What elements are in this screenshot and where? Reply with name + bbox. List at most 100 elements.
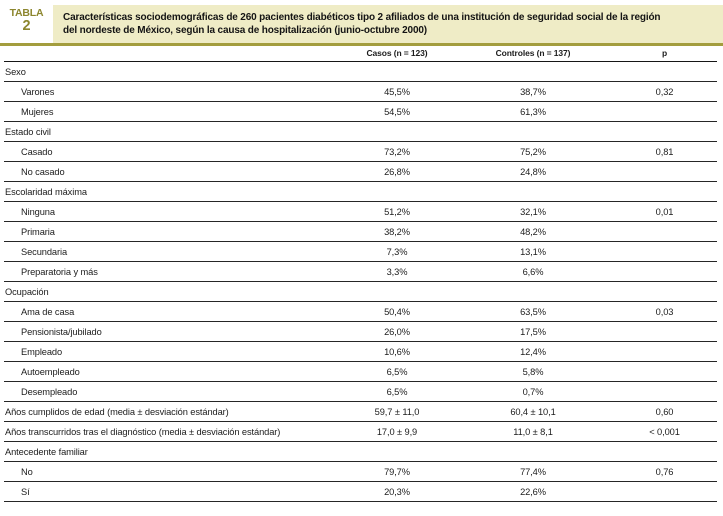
table-body: Sexo Varones 45,5% 38,7% 0,32 Mujeres 54… — [4, 61, 717, 502]
row-label: Pensionista/jubilado — [4, 321, 340, 342]
cell-controles: 17,5% — [454, 321, 612, 342]
table-row: Sexo — [4, 61, 717, 82]
cell-controles: 38,7% — [454, 81, 612, 102]
cell-p: 0,60 — [612, 401, 717, 422]
cell-p: 0,76 — [612, 461, 717, 482]
row-label: Desempleado — [4, 381, 340, 402]
table-row: Casado 73,2% 75,2% 0,81 — [4, 141, 717, 162]
cell-p: 0,03 — [612, 301, 717, 322]
cell-p — [612, 121, 717, 142]
cell-casos: 54,5% — [340, 101, 454, 122]
cell-controles: 63,5% — [454, 301, 612, 322]
cell-casos: 45,5% — [340, 81, 454, 102]
cell-controles: 0,7% — [454, 381, 612, 402]
table-title-line2: del nordeste de México, según la causa d… — [63, 25, 427, 36]
cell-casos — [340, 121, 454, 142]
row-label: Años transcurridos tras el diagnóstico (… — [4, 421, 340, 442]
table-row: Pensionista/jubilado 26,0% 17,5% — [4, 321, 717, 342]
row-label: Estado civil — [4, 121, 340, 142]
cell-p — [612, 321, 717, 342]
column-header-row: Casos (n = 123) Controles (n = 137) p — [4, 45, 717, 62]
cell-casos: 6,5% — [340, 361, 454, 382]
table-label-number: 2 — [22, 18, 31, 34]
table-label-word: TABLA — [9, 7, 44, 19]
row-label: Ama de casa — [4, 301, 340, 322]
cell-p: 0,81 — [612, 141, 717, 162]
table-row: Estado civil — [4, 121, 717, 142]
table-row: Autoempleado 6,5% 5,8% — [4, 361, 717, 382]
row-label: Secundaria — [4, 241, 340, 262]
cell-casos: 17,0 ± 9,9 — [340, 421, 454, 442]
row-label: Empleado — [4, 341, 340, 362]
cell-controles: 24,8% — [454, 161, 612, 182]
cell-casos: 20,3% — [340, 481, 454, 502]
cell-controles: 11,0 ± 8,1 — [454, 421, 612, 442]
cell-p — [612, 261, 717, 282]
cell-casos: 3,3% — [340, 261, 454, 282]
column-header-p: p — [612, 45, 717, 62]
cell-p: 0,01 — [612, 201, 717, 222]
cell-p — [612, 221, 717, 242]
table-row: Años transcurridos tras el diagnóstico (… — [4, 421, 717, 442]
cell-controles — [454, 281, 612, 302]
cell-p: 0,32 — [612, 81, 717, 102]
cell-p — [612, 361, 717, 382]
cell-p — [612, 61, 717, 82]
table-row: Varones 45,5% 38,7% 0,32 — [4, 81, 717, 102]
table-row: Empleado 10,6% 12,4% — [4, 341, 717, 362]
cell-controles: 48,2% — [454, 221, 612, 242]
table-row: No casado 26,8% 24,8% — [4, 161, 717, 182]
cell-controles: 77,4% — [454, 461, 612, 482]
cell-p — [612, 341, 717, 362]
cell-casos: 51,2% — [340, 201, 454, 222]
cell-casos: 50,4% — [340, 301, 454, 322]
cell-casos: 59,7 ± 11,0 — [340, 401, 454, 422]
cell-casos — [340, 281, 454, 302]
row-label: No — [4, 461, 340, 482]
cell-p — [612, 181, 717, 202]
cell-controles: 32,1% — [454, 201, 612, 222]
row-label: Preparatoria y más — [4, 261, 340, 282]
row-label: No casado — [4, 161, 340, 182]
cell-p — [612, 441, 717, 462]
table-row: Primaria 38,2% 48,2% — [4, 221, 717, 242]
cell-casos — [340, 181, 454, 202]
cell-controles: 75,2% — [454, 141, 612, 162]
cell-casos: 10,6% — [340, 341, 454, 362]
cell-p — [612, 161, 717, 182]
table-row: Mujeres 54,5% 61,3% — [4, 101, 717, 122]
row-label: Ocupación — [4, 281, 340, 302]
column-header-casos: Casos (n = 123) — [340, 45, 454, 62]
sociodemographic-table: Casos (n = 123) Controles (n = 137) p Se… — [4, 45, 717, 502]
cell-p — [612, 481, 717, 502]
cell-controles: 61,3% — [454, 101, 612, 122]
table-row: Secundaria 7,3% 13,1% — [4, 241, 717, 262]
column-header-empty — [4, 45, 340, 62]
cell-casos — [340, 61, 454, 82]
table-number-label: TABLA 2 — [0, 5, 53, 43]
row-label: Ninguna — [4, 201, 340, 222]
row-label: Mujeres — [4, 101, 340, 122]
cell-p — [612, 101, 717, 122]
table-row: No 79,7% 77,4% 0,76 — [4, 461, 717, 482]
row-label: Sexo — [4, 61, 340, 82]
table-row: Sí 20,3% 22,6% — [4, 481, 717, 502]
table-row: Ninguna 51,2% 32,1% 0,01 — [4, 201, 717, 222]
cell-casos: 7,3% — [340, 241, 454, 262]
table-title-banner: Características sociodemográficas de 260… — [53, 5, 723, 43]
cell-controles: 5,8% — [454, 361, 612, 382]
cell-casos — [340, 441, 454, 462]
row-label: Sí — [4, 481, 340, 502]
table-row: Ama de casa 50,4% 63,5% 0,03 — [4, 301, 717, 322]
cell-casos: 79,7% — [340, 461, 454, 482]
cell-controles: 22,6% — [454, 481, 612, 502]
row-label: Casado — [4, 141, 340, 162]
table-row: Escolaridad máxima — [4, 181, 717, 202]
cell-p — [612, 281, 717, 302]
table-header: TABLA 2 Características sociodemográfica… — [0, 5, 723, 43]
cell-controles: 13,1% — [454, 241, 612, 262]
column-header-controles: Controles (n = 137) — [454, 45, 612, 62]
cell-casos: 73,2% — [340, 141, 454, 162]
table-row: Desempleado 6,5% 0,7% — [4, 381, 717, 402]
